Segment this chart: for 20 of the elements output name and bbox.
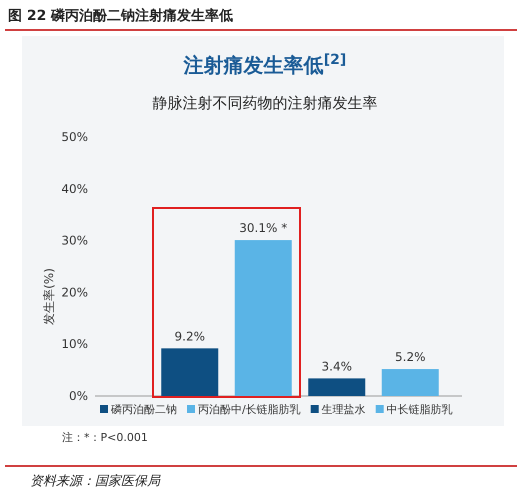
text: 资料来源：国家医保局 <box>30 473 161 489</box>
y-tick-label: 50% <box>61 130 88 144</box>
data-label: 9.2% <box>174 329 205 344</box>
x-tick-label: 中长链脂肪乳 <box>386 403 453 416</box>
y-tick-label: 10% <box>61 337 88 352</box>
chart-title: 注射痛发生率低$^{[2]}$ <box>182 52 346 77</box>
data-label: 5.2% <box>395 350 426 364</box>
y-tick-label: 0% <box>68 389 88 403</box>
y-tick-label: 40% <box>61 182 88 196</box>
y-tick-label: 30% <box>61 234 88 248</box>
y-tick-label: 20% <box>61 285 88 300</box>
caption: 图 22 磷丙泊酚二钠注射痛发生率低 <box>8 7 234 24</box>
x-tick-label: 生理盐水 <box>322 403 366 416</box>
x-tick-label: 丙泊酚中/长链脂肪乳 <box>198 403 301 416</box>
data-label: 30.1% * <box>239 221 288 236</box>
chart-subtitle: 静脉注射不同药物的注射痛发生率 <box>152 94 378 112</box>
y-axis-title: 发生率(%) <box>42 268 56 325</box>
text: 注：*：P<0.001 <box>62 431 148 444</box>
x-tick-label: 磷丙泊酚二钠 <box>110 403 177 416</box>
data-label: 3.4% <box>322 359 352 374</box>
